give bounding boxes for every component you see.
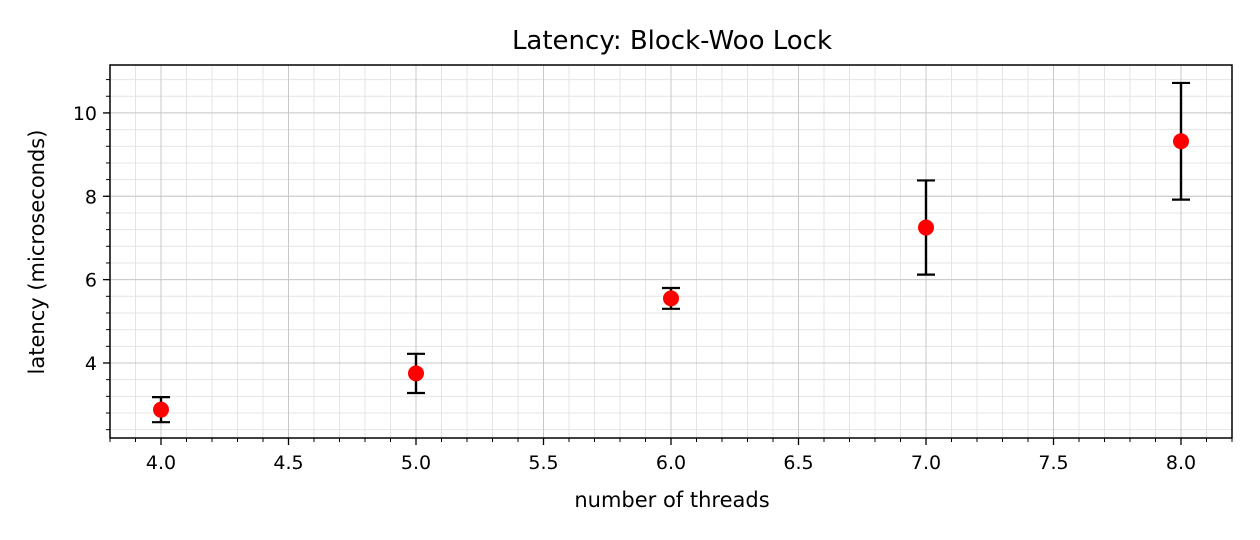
y-tick-label: 4	[85, 353, 97, 375]
y-tick-label: 10	[73, 103, 97, 125]
x-axis-label: number of threads	[574, 488, 769, 512]
x-tick-label: 6.5	[783, 452, 813, 474]
x-tick-label: 7.5	[1038, 452, 1068, 474]
x-tick-label: 5.0	[401, 452, 431, 474]
chart-title: Latency: Block-Woo Lock	[512, 26, 832, 56]
data-points	[153, 133, 1189, 418]
x-tick-label: 4.5	[273, 452, 303, 474]
y-tick-label: 6	[85, 270, 97, 292]
y-axis-label: latency (microseconds)	[25, 130, 49, 375]
x-tick-label: 7.0	[911, 452, 941, 474]
data-point	[1173, 133, 1189, 150]
x-tick-label: 6.0	[656, 452, 686, 474]
axis-ticks: 4.0 4.5 5.0 5.5 6.0 6.5 7.0 7.5 8.0 4 6 8 10	[73, 79, 1233, 474]
y-tick-label: 8	[85, 186, 97, 208]
grid	[109, 65, 1233, 438]
data-point	[408, 365, 424, 382]
data-point	[663, 290, 679, 307]
data-point	[918, 219, 934, 236]
data-point	[153, 401, 169, 418]
plot-frame	[109, 64, 1233, 439]
error-bars	[152, 81, 1190, 424]
x-tick-label: 5.5	[528, 452, 558, 474]
x-tick-label: 4.0	[146, 452, 176, 474]
x-tick-label: 8.0	[1166, 452, 1196, 474]
